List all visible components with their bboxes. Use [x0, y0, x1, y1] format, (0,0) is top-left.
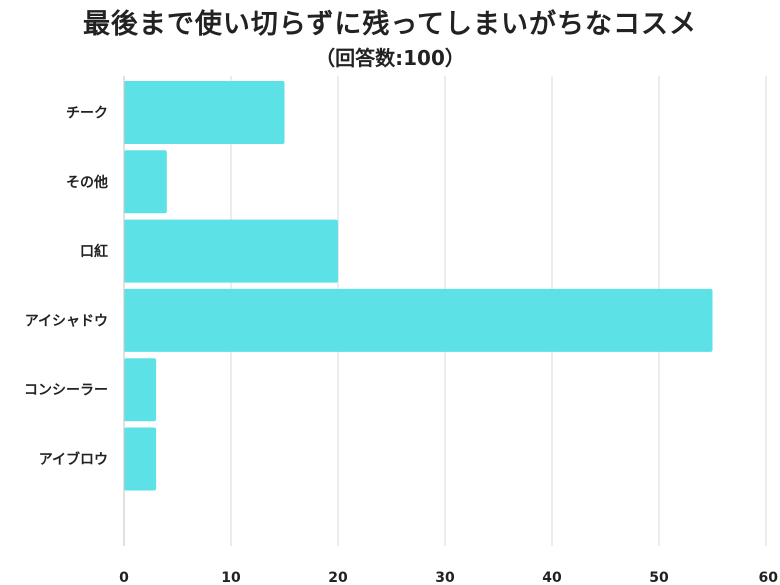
category-label-5: アイブロウ — [39, 451, 108, 468]
chart-title: 最後まで使い切らずに残ってしまいがちなコスメ — [82, 9, 698, 40]
chart-subtitle: （回答数:100） — [315, 46, 465, 70]
category-label-2: 口紅 — [80, 243, 108, 260]
category-label-3: アイシャドウ — [25, 313, 108, 329]
x-tick-label-0: 0 — [119, 570, 129, 585]
x-tick-label-30: 30 — [435, 570, 455, 585]
bar-3 — [124, 288, 713, 352]
x-tick-label-20: 20 — [328, 570, 348, 585]
bar-1 — [124, 150, 167, 214]
bar-5 — [124, 427, 157, 491]
bar-0 — [124, 81, 285, 144]
x-tick-label-40: 40 — [542, 570, 562, 585]
bar-2 — [124, 219, 338, 283]
category-label-4: コンシーラー — [24, 383, 108, 399]
category-label-0: チーク — [66, 106, 108, 122]
x-tick-label-60: 60 — [759, 570, 779, 585]
x-tick-label-10: 10 — [221, 570, 241, 585]
bar-4 — [124, 358, 157, 422]
x-tick-label-50: 50 — [649, 570, 669, 585]
category-label-1: その他 — [66, 174, 108, 191]
